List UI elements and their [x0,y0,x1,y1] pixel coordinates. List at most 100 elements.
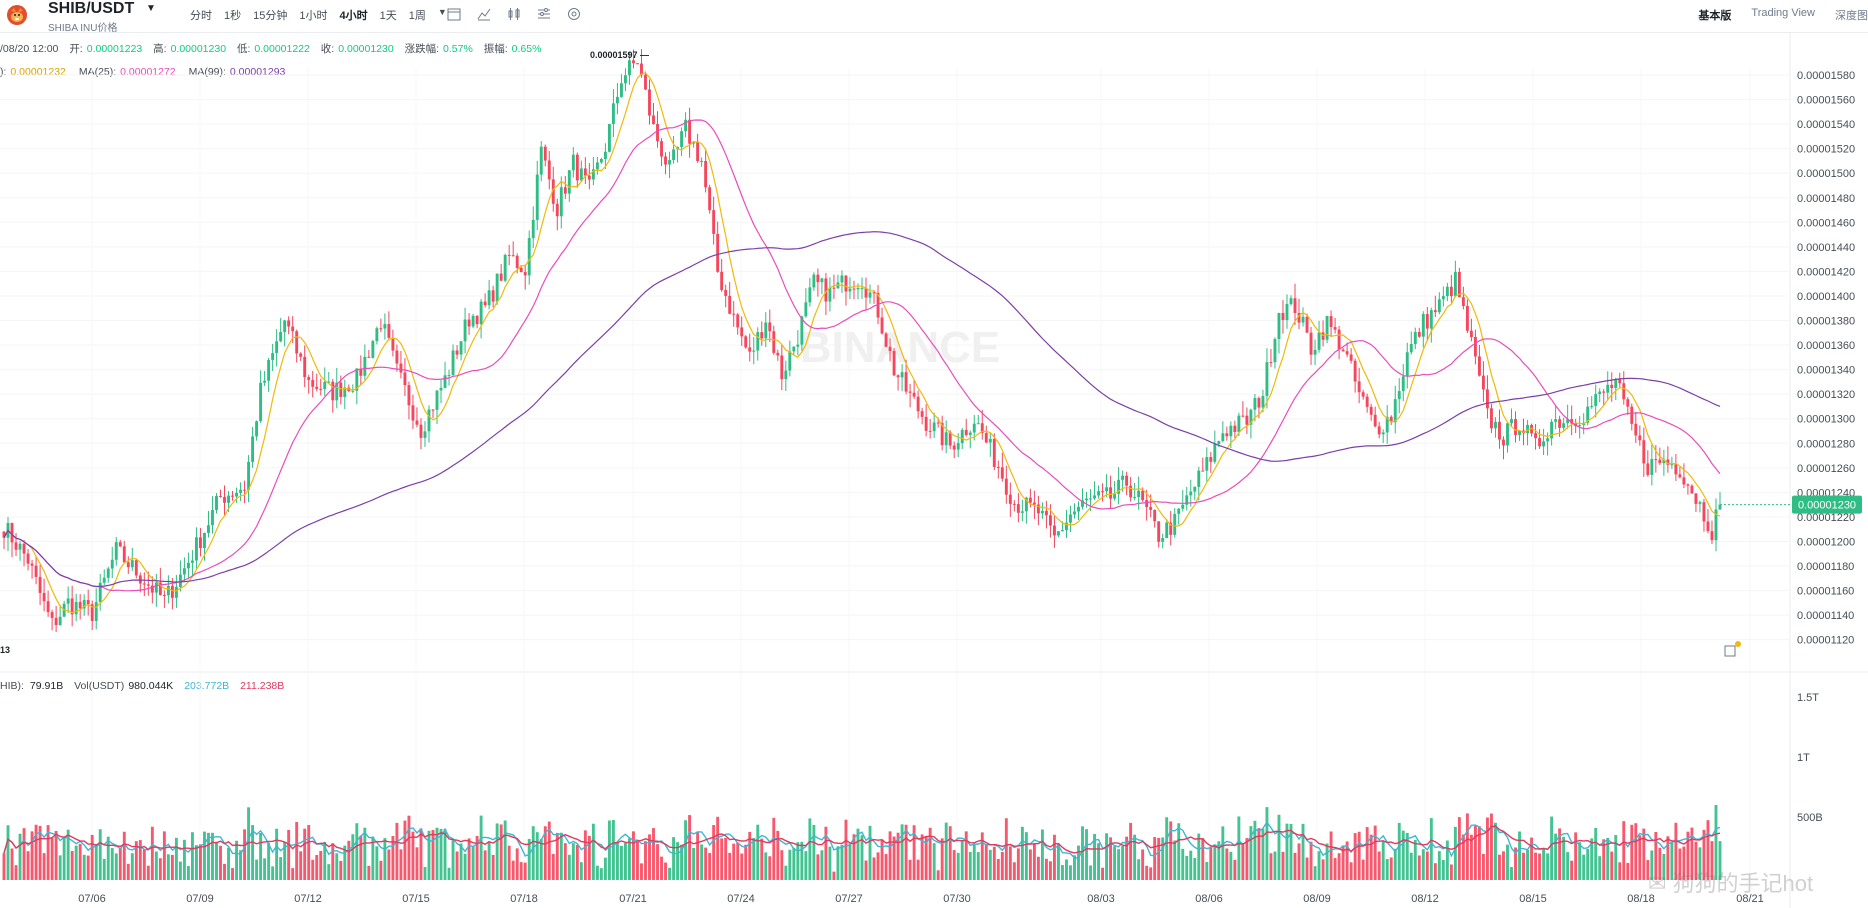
candle-body [816,274,820,283]
gear-icon[interactable] [566,6,582,22]
candle-body [1233,425,1237,432]
candle-body [1594,394,1598,406]
candle-body [1401,376,1405,392]
candle-body [203,532,206,549]
volume-bar [1036,856,1040,880]
candle-body [848,288,852,292]
volume-bar [684,820,688,880]
chart-grid [0,32,1868,908]
volume-bar [74,845,78,880]
volume-bar [724,837,728,880]
pair-selector[interactable]: SHIB/USDT [48,0,135,17]
volume-bar [571,843,575,880]
price-axis: 0.00001580 0.00001560 0.00001540 0.00001520… [1797,70,1855,824]
candle-type-icon[interactable] [506,6,522,22]
candle-body [419,424,423,438]
volume-bar [166,854,170,880]
calendar-icon[interactable] [446,6,462,22]
volume-bar [1273,851,1277,880]
candle-body [583,168,587,176]
volume-bar [1498,854,1501,880]
volume-bar [515,848,519,880]
volume-bar [447,867,451,880]
volume-bar [579,862,583,880]
volume-bar [1117,849,1121,880]
volume-bar [1073,855,1076,880]
volume-bar [1337,853,1341,880]
volume-bar [1169,821,1173,880]
volume-bar [90,834,94,880]
volume-bar [704,847,708,880]
volume-bar [1590,838,1594,880]
interval-option[interactable]: 1天 [379,10,397,22]
volume-bar [14,865,18,880]
interval-option[interactable]: 1秒 [224,10,242,22]
volume-bar [900,824,904,880]
interval-option[interactable]: 1周 [408,10,426,22]
settings-sliders-icon[interactable] [536,6,552,22]
ohlc-info: /08/20 12:00 开: 0.00001223 高: 0.00001230 低… [0,41,549,56]
candle-body [142,583,146,585]
candle-body [567,170,571,194]
volume-bar [62,836,66,880]
candle-body [1097,491,1100,496]
candle-body [744,336,748,348]
candle-body [1261,395,1265,408]
volume-bar [764,852,768,880]
volume-bar [219,845,222,880]
candle-body [1481,375,1485,390]
indicator-icon[interactable] [476,6,492,22]
volume-bar [1157,837,1161,880]
price-tick-label: 0.00001580 [1797,70,1855,82]
volume-bar [295,821,299,880]
volume-bar [315,855,319,880]
interval-option-active[interactable]: 4小时 [339,10,368,22]
more-intervals-icon[interactable]: ▼ [437,7,447,17]
volume-bar [559,832,563,880]
candle-body [211,509,214,526]
time-axis: 07/06 07/09 07/12 07/15 07/18 07/21 07/24 07/27… [78,893,1764,905]
candle-body [515,255,519,268]
candle-body [696,141,700,162]
volume-bar [784,865,788,880]
amplitude-label: 振幅: [483,43,508,55]
volume-bar [1329,831,1333,880]
chevron-down-icon[interactable]: ▼ [146,3,156,14]
ma-lines [3,72,1721,614]
candle-body [503,254,507,281]
volume-bar [1221,826,1225,880]
candle-body [1602,391,1606,393]
candle-body [1357,381,1361,393]
volume-bar [299,851,303,880]
view-tradingview-tab[interactable]: Trading View [1751,7,1815,19]
candle-body [1101,491,1104,493]
candle-body [1293,298,1297,313]
volume-bar [1137,859,1141,880]
candle-body [186,562,190,569]
volume-bar [908,859,912,880]
volume-bar [1429,818,1433,880]
volume-bar [1077,845,1080,880]
volume-bar [126,863,130,880]
candle-body [1710,531,1714,541]
volume-bar [1141,849,1145,880]
candle-body [134,560,138,576]
volume-bar [1209,846,1213,880]
volume-bar [1069,865,1072,880]
price-tick-label: 0.00001180 [1797,561,1854,573]
high-label: 高: [153,43,167,55]
volume-bar [86,855,90,880]
interval-option[interactable]: 15分钟 [253,10,288,22]
interval-option[interactable]: 1小时 [299,10,328,22]
view-basic-tab[interactable]: 基本版 [1698,10,1732,22]
candle-body [1381,432,1385,435]
volume-bar [1205,861,1209,880]
candle-body [1642,440,1646,464]
view-depth-tab[interactable]: 深度图 [1835,10,1868,22]
interval-option[interactable]: 分时 [190,10,212,22]
candle-body [619,83,623,97]
volume-bar [1145,865,1149,880]
volume-bar [1461,834,1465,880]
candlestick-chart[interactable]: BINANCE 0.000015800.000015600.000015400.… [0,32,1868,908]
volume-bar [2,853,6,880]
